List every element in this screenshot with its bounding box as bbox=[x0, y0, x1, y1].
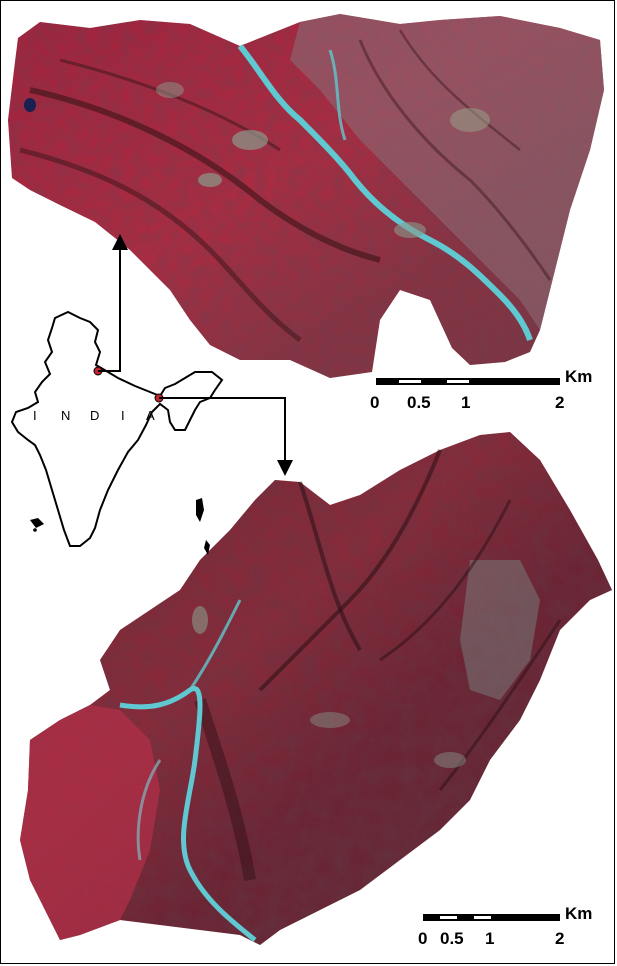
top-scalebar-tick-label: 1 bbox=[461, 393, 471, 412]
arrow-to-bottom-image bbox=[277, 460, 293, 476]
bottom-scalebar-unit: Km bbox=[565, 904, 593, 923]
india-label-letter: N bbox=[61, 408, 71, 423]
top-scalebar bbox=[376, 378, 560, 385]
bottom-scalebar-tick-label: 0.5 bbox=[440, 929, 464, 948]
bottom-scalebar bbox=[423, 914, 560, 921]
top-scalebar-tick-label: 2 bbox=[555, 393, 565, 412]
bottom-scalebar-tick-label: 1 bbox=[485, 929, 495, 948]
arrow-to-top-image bbox=[112, 234, 128, 250]
india-label-letter: A bbox=[146, 408, 155, 423]
india-label-letter: I bbox=[121, 408, 125, 423]
india-label-letter: D bbox=[90, 408, 100, 423]
top-scalebar-unit: Km bbox=[565, 367, 593, 386]
top-scalebar-tick-label: 0.5 bbox=[407, 393, 431, 412]
top-scalebar-tick-label: 0 bbox=[370, 393, 380, 412]
india-label-letter: I bbox=[33, 408, 37, 423]
bottom-scalebar-tick-label: 2 bbox=[555, 929, 565, 948]
bottom-scalebar-tick-label: 0 bbox=[418, 929, 428, 948]
